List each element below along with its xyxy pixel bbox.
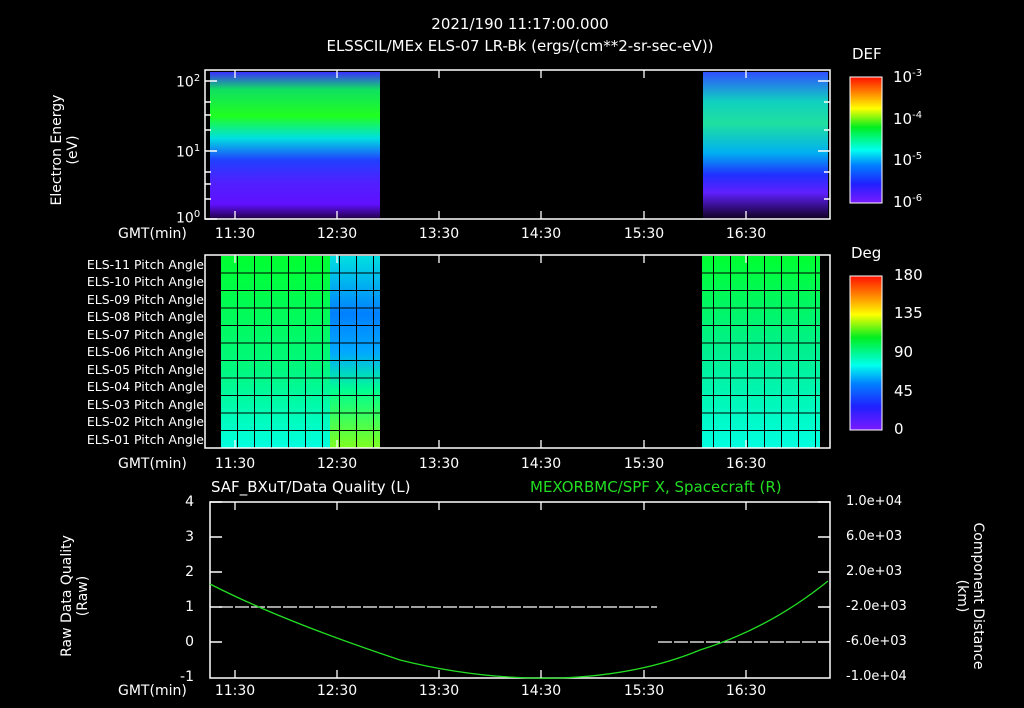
time-tick: 15:30 xyxy=(623,456,665,472)
distance-ytick: 6.0e+03 xyxy=(846,529,903,544)
quality-ytick: 1 xyxy=(185,599,194,615)
energy-ytick-100: 102 xyxy=(176,73,201,91)
time-tick: 11:30 xyxy=(214,456,256,472)
pitch-row-label: ELS-11 Pitch Angle xyxy=(86,257,204,272)
time-tick: 12:30 xyxy=(316,226,358,242)
pitch-row-label: ELS-03 Pitch Angle xyxy=(86,397,204,412)
time-tick: 16:30 xyxy=(725,683,767,699)
pitch-row-label: ELS-10 Pitch Angle xyxy=(86,274,204,289)
time-tick: 12:30 xyxy=(316,683,358,699)
time-tick: 11:30 xyxy=(214,226,256,242)
def-label-1e-3: 10-3 xyxy=(893,68,923,86)
spacecraft-title: MEXORBMC/SPF X, Spacecraft (R) xyxy=(530,478,782,496)
energy-ylabel: Electron Energy (eV) xyxy=(49,94,81,206)
time-tick: 13:30 xyxy=(418,456,460,472)
time-tick: 16:30 xyxy=(725,456,767,472)
time-axis-label-1: GMT(min) xyxy=(118,226,187,242)
pitch-row-label: ELS-01 Pitch Angle xyxy=(86,432,204,447)
energy-spectrogram-panel xyxy=(204,69,831,220)
time-tick: 14:30 xyxy=(520,226,562,242)
deg-label: 45 xyxy=(894,382,914,400)
def-colorbar-title: DEF xyxy=(852,45,882,63)
quality-ytick: 0 xyxy=(185,634,194,650)
time-tick: 15:30 xyxy=(623,226,665,242)
quality-ytick: -1 xyxy=(180,669,194,685)
pitch-angle-panel xyxy=(204,254,831,449)
def-label-1e-5: 10-5 xyxy=(893,151,923,169)
distance-ytick: -2.0e+03 xyxy=(846,599,907,614)
quality-ytick: 3 xyxy=(185,529,194,545)
distance-ytick: 2.0e+03 xyxy=(846,564,903,579)
deg-label: 90 xyxy=(894,343,914,361)
plot-subtitle: ELSSCIL/MEx ELS-07 LR-Bk (ergs/(cm**2-sr… xyxy=(326,37,714,55)
distance-ytick: -6.0e+03 xyxy=(846,634,907,649)
def-colorbar xyxy=(849,76,883,204)
def-label-1e-4: 10-4 xyxy=(893,110,923,128)
distance-ytick: 1.0e+04 xyxy=(846,494,903,509)
time-tick: 14:30 xyxy=(520,456,562,472)
pitch-row-label: ELS-05 Pitch Angle xyxy=(86,362,204,377)
quality-ytick: 4 xyxy=(185,494,194,510)
distance-ytick: -1.0e+04 xyxy=(846,669,907,684)
spacecraft-x-line xyxy=(209,580,829,679)
deg-label: 180 xyxy=(894,266,923,284)
pitch-row-label: ELS-08 Pitch Angle xyxy=(86,309,204,324)
energy-ytick-1: 100 xyxy=(176,209,201,227)
pitch-row-label: ELS-04 Pitch Angle xyxy=(86,379,204,394)
time-tick: 13:30 xyxy=(418,226,460,242)
deg-label: 0 xyxy=(894,420,904,438)
time-tick: 12:30 xyxy=(316,456,358,472)
pitch-row-label: ELS-06 Pitch Angle xyxy=(86,344,204,359)
pitch-row-label: ELS-07 Pitch Angle xyxy=(86,327,204,342)
time-axis-label-3: GMT(min) xyxy=(118,683,187,699)
distance-ylabel: Component Distance (km) xyxy=(954,522,986,670)
quality-title: SAF_BXuT/Data Quality (L) xyxy=(211,478,411,496)
time-tick: 15:30 xyxy=(623,683,665,699)
quality-ytick: 2 xyxy=(185,564,194,580)
plot-title-time: 2021/190 11:17:00.000 xyxy=(431,15,609,33)
quality-ylabel: Raw Data Quality (Raw) xyxy=(59,535,91,657)
deg-label: 135 xyxy=(894,304,923,322)
data-quality-panel xyxy=(209,501,831,679)
time-tick: 13:30 xyxy=(418,683,460,699)
pitch-row-label: ELS-02 Pitch Angle xyxy=(86,414,204,429)
deg-colorbar xyxy=(849,275,883,431)
time-tick: 16:30 xyxy=(725,226,767,242)
time-tick: 11:30 xyxy=(214,683,256,699)
time-axis-label-2: GMT(min) xyxy=(118,456,187,472)
deg-colorbar-title: Deg xyxy=(851,244,882,262)
energy-ytick-10: 101 xyxy=(176,143,201,161)
time-tick: 14:30 xyxy=(520,683,562,699)
pitch-row-label: ELS-09 Pitch Angle xyxy=(86,292,204,307)
def-label-1e-6: 10-6 xyxy=(893,193,923,211)
